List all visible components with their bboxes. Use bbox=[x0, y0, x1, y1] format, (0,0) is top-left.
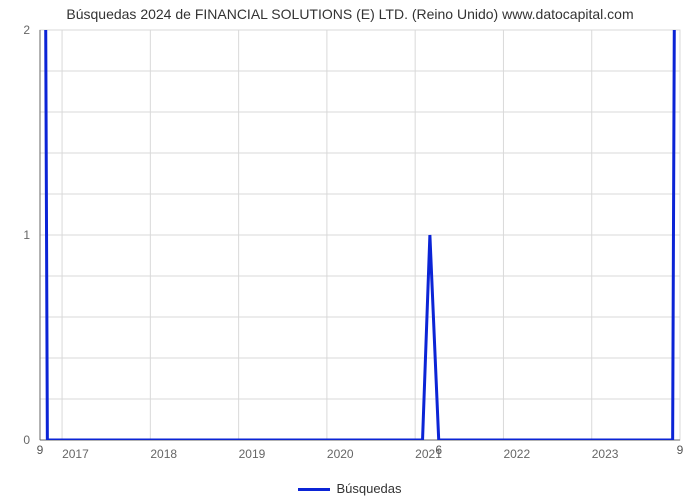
svg-text:2017: 2017 bbox=[62, 447, 89, 461]
svg-text:2019: 2019 bbox=[239, 447, 266, 461]
svg-text:2020: 2020 bbox=[327, 447, 354, 461]
svg-text:2: 2 bbox=[23, 23, 30, 37]
svg-text:2018: 2018 bbox=[150, 447, 177, 461]
svg-text:9: 9 bbox=[677, 443, 684, 457]
legend-label: Búsquedas bbox=[336, 481, 401, 496]
svg-text:2023: 2023 bbox=[592, 447, 619, 461]
svg-text:6: 6 bbox=[435, 443, 442, 457]
svg-text:2022: 2022 bbox=[503, 447, 530, 461]
chart-legend: Búsquedas bbox=[0, 481, 700, 496]
legend-swatch bbox=[298, 488, 330, 491]
svg-text:9: 9 bbox=[37, 443, 44, 457]
svg-text:1: 1 bbox=[23, 228, 30, 242]
chart-plot: 0122017201820192020202120222023969 bbox=[0, 0, 700, 500]
svg-text:0: 0 bbox=[23, 433, 30, 447]
